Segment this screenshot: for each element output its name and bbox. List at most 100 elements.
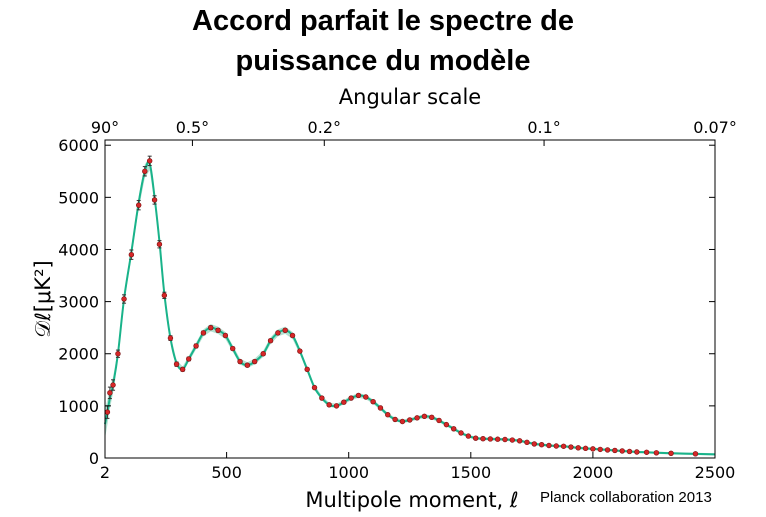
data-point: [443, 421, 450, 428]
data-point: [458, 430, 464, 436]
data-point: [297, 348, 303, 354]
y-axis-label: 𝒟ℓ[μK²]: [31, 260, 55, 337]
data-point: [222, 332, 229, 339]
data-point: [230, 345, 236, 352]
y-tick-label: 2000: [58, 345, 99, 364]
y-tick-label: 5000: [58, 188, 99, 207]
data-point: [128, 251, 135, 258]
y-tick-label: 0: [89, 449, 99, 468]
data-point: [260, 351, 266, 357]
data-point: [251, 358, 258, 365]
data-point: [156, 241, 163, 247]
data-point: [355, 392, 362, 399]
data-point: [553, 443, 559, 449]
data-point: [692, 451, 699, 457]
data-point: [333, 403, 340, 409]
data-point: [326, 402, 332, 408]
data-point: [110, 382, 116, 388]
data-point: [399, 418, 406, 425]
data-point: [451, 426, 457, 432]
data-point: [267, 338, 274, 344]
data-point: [363, 394, 369, 400]
data-point: [546, 442, 552, 449]
data-point: [135, 202, 142, 208]
credit-text: Planck collaboration 2013: [540, 489, 712, 506]
data-point: [244, 362, 251, 368]
data-point: [304, 366, 310, 373]
data-point: [161, 292, 168, 299]
data-point: [538, 442, 545, 448]
data-point: [568, 444, 574, 450]
data-point: [186, 356, 192, 362]
data-point: [668, 450, 674, 457]
data-point: [121, 296, 127, 302]
data-point: [348, 395, 354, 401]
data-point: [429, 414, 435, 421]
data-point: [237, 358, 243, 365]
y-tick-label: 6000: [58, 136, 99, 155]
data-point: [531, 441, 537, 447]
data-point: [597, 446, 603, 453]
chart-title-line-1: Accord parfait le spectre de: [192, 5, 574, 37]
data-point: [626, 448, 633, 455]
x-tick-label: 2500: [695, 463, 736, 482]
data-point: [146, 158, 153, 164]
data-point: [472, 435, 479, 441]
top-tick-label: 0.07°: [693, 118, 737, 137]
data-point: [282, 327, 288, 333]
data-point: [480, 436, 486, 442]
data-point: [560, 443, 567, 449]
data-point: [289, 332, 296, 339]
data-point: [208, 324, 214, 331]
data-point: [319, 395, 325, 401]
top-tick-label: 90°: [91, 118, 119, 137]
data-point: [215, 327, 221, 333]
top-tick-label: 0.5°: [176, 118, 209, 137]
data-point: [392, 416, 398, 423]
data-point: [653, 450, 660, 456]
data-point: [385, 412, 391, 418]
cosmic-variance-band: [105, 156, 715, 456]
data-point: [619, 448, 625, 454]
data-point: [502, 436, 508, 443]
data-point: [516, 438, 523, 444]
x-tick-label: 1500: [450, 463, 491, 482]
model-curve-layer: [104, 160, 716, 456]
variance-band: [105, 156, 715, 456]
data-point: [575, 445, 581, 451]
data-point: [494, 436, 501, 442]
data-point: [582, 445, 589, 452]
data-point: [407, 417, 413, 423]
data-point: [167, 335, 174, 341]
data-point: [142, 168, 148, 174]
data-point: [173, 361, 180, 367]
data-point: [200, 330, 207, 336]
x-tick-label: 500: [211, 463, 242, 482]
data-point: [436, 417, 442, 424]
data-point: [465, 433, 472, 439]
data-points-layer: [104, 155, 699, 457]
data-point: [612, 447, 618, 454]
plot-frame: [104, 139, 716, 459]
y-tick-label: 1000: [58, 397, 99, 416]
data-point: [193, 343, 199, 349]
y-tick-label: 3000: [58, 293, 99, 312]
data-point: [370, 398, 376, 405]
x-tick-label: 2: [100, 463, 110, 482]
x-tick-label: 1000: [328, 463, 369, 482]
tick-layer: 2 500 1000 1500 2000 250001000200030004000500…: [58, 118, 737, 482]
data-point: [487, 436, 494, 442]
data-point: [524, 439, 530, 446]
data-point: [604, 447, 611, 453]
data-point: [377, 405, 384, 411]
data-point: [104, 409, 111, 415]
data-point: [643, 449, 650, 455]
data-point: [107, 390, 113, 396]
data-point: [634, 449, 640, 455]
data-point: [311, 384, 318, 391]
top-tick-label: 0.2°: [308, 118, 341, 137]
data-point: [179, 366, 186, 373]
data-point: [414, 415, 420, 421]
chart-title-line-2: puissance du modèle: [235, 45, 531, 77]
data-point: [151, 197, 158, 203]
